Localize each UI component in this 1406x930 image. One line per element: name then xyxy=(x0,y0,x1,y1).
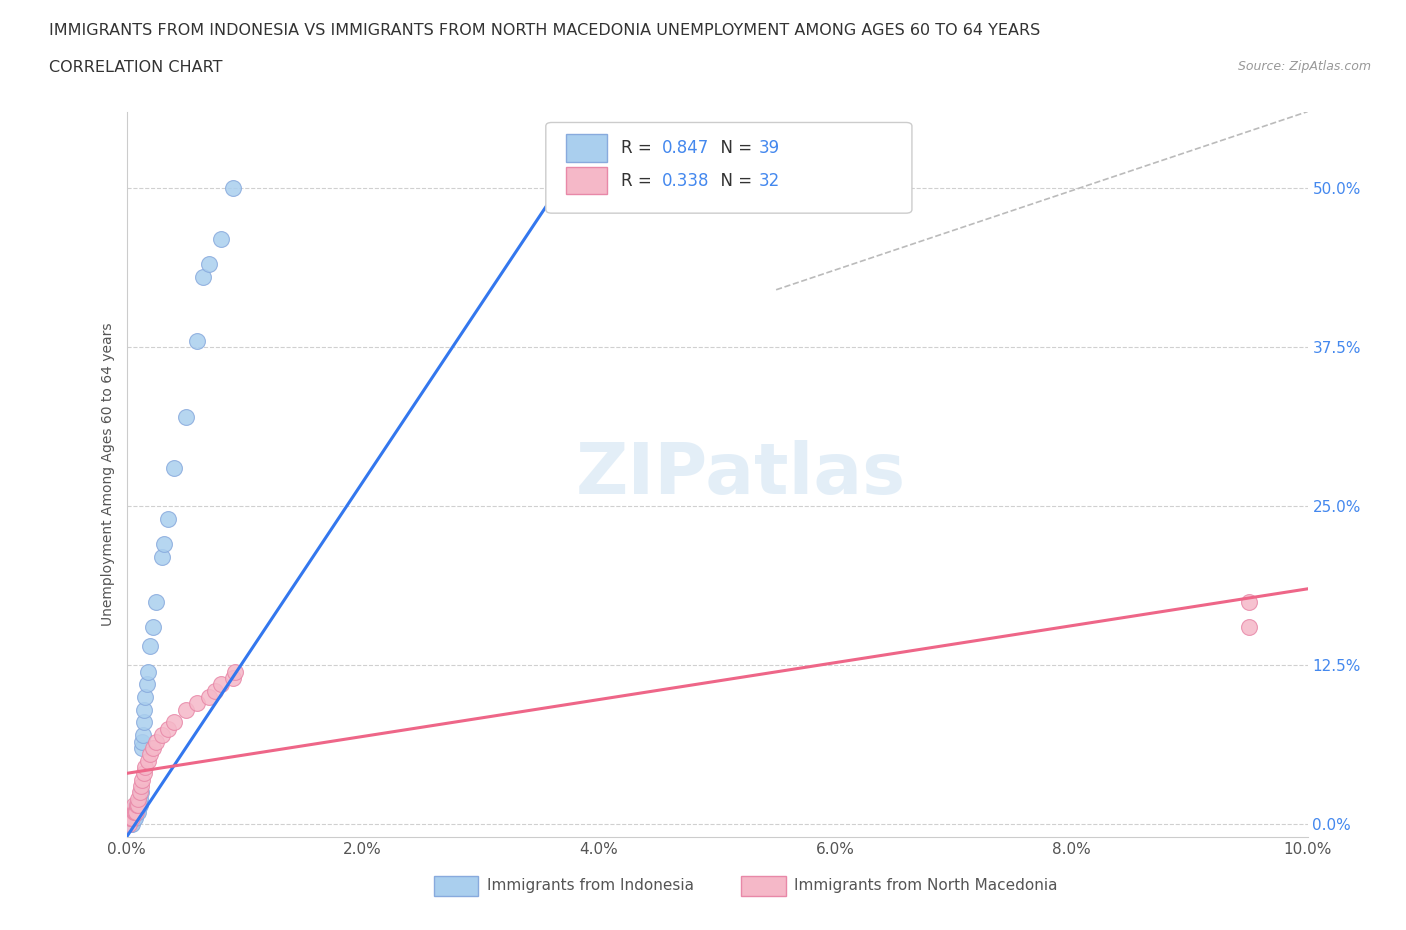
Point xyxy=(222,180,245,195)
Point xyxy=(153,537,176,551)
Point xyxy=(193,270,215,285)
Point xyxy=(135,677,157,692)
Point xyxy=(121,817,143,831)
Point xyxy=(125,798,148,813)
Point xyxy=(120,817,142,831)
Point xyxy=(150,550,173,565)
Point xyxy=(222,671,245,685)
Text: Immigrants from North Macedonia: Immigrants from North Macedonia xyxy=(794,878,1057,893)
Text: N =: N = xyxy=(710,139,758,157)
Point xyxy=(127,798,149,813)
Point xyxy=(122,798,145,813)
Point xyxy=(122,804,145,819)
Text: IMMIGRANTS FROM INDONESIA VS IMMIGRANTS FROM NORTH MACEDONIA UNEMPLOYMENT AMONG : IMMIGRANTS FROM INDONESIA VS IMMIGRANTS … xyxy=(49,23,1040,38)
Point xyxy=(127,791,149,806)
Point xyxy=(174,702,197,717)
Text: 32: 32 xyxy=(758,171,780,190)
Point xyxy=(122,810,145,825)
Point xyxy=(128,798,150,813)
Point xyxy=(125,804,148,819)
Point xyxy=(120,810,142,825)
FancyBboxPatch shape xyxy=(565,134,607,162)
Text: Immigrants from Indonesia: Immigrants from Indonesia xyxy=(486,878,693,893)
Point xyxy=(209,677,232,692)
FancyBboxPatch shape xyxy=(565,166,607,194)
Point xyxy=(224,664,246,679)
Point xyxy=(131,772,153,787)
Point xyxy=(127,798,149,813)
Point xyxy=(131,740,153,755)
Point xyxy=(127,804,149,819)
Text: Source: ZipAtlas.com: Source: ZipAtlas.com xyxy=(1237,60,1371,73)
Point xyxy=(174,409,197,424)
Point xyxy=(129,785,152,800)
Point xyxy=(121,810,143,825)
Point xyxy=(1237,619,1260,634)
Text: CORRELATION CHART: CORRELATION CHART xyxy=(49,60,222,75)
Point xyxy=(198,257,221,272)
Text: N =: N = xyxy=(710,171,758,190)
Point xyxy=(118,817,141,831)
FancyBboxPatch shape xyxy=(546,123,912,213)
Point xyxy=(163,460,186,475)
Text: 0.847: 0.847 xyxy=(662,139,709,157)
Point xyxy=(136,664,159,679)
Text: ZIPatlas: ZIPatlas xyxy=(575,440,905,509)
Point xyxy=(127,798,149,813)
Y-axis label: Unemployment Among Ages 60 to 64 years: Unemployment Among Ages 60 to 64 years xyxy=(101,323,115,626)
Point xyxy=(120,817,142,831)
Point xyxy=(139,639,162,654)
Point xyxy=(156,722,179,737)
Point xyxy=(141,740,163,755)
Point xyxy=(141,619,163,634)
Point xyxy=(209,232,232,246)
Point xyxy=(163,715,186,730)
Point xyxy=(129,778,152,793)
Text: 0.338: 0.338 xyxy=(662,171,709,190)
Point xyxy=(122,804,145,819)
Point xyxy=(198,689,221,704)
Point xyxy=(150,728,173,743)
Point xyxy=(134,760,156,775)
Point xyxy=(128,785,150,800)
Point xyxy=(128,791,150,806)
Text: R =: R = xyxy=(621,171,658,190)
Point xyxy=(145,594,167,609)
Point xyxy=(204,684,226,698)
Point xyxy=(145,734,167,749)
Point xyxy=(1237,594,1260,609)
FancyBboxPatch shape xyxy=(433,876,478,897)
Point xyxy=(120,810,142,825)
FancyBboxPatch shape xyxy=(741,876,786,897)
Text: R =: R = xyxy=(621,139,658,157)
Point xyxy=(132,728,155,743)
Point xyxy=(186,696,208,711)
Point xyxy=(134,715,156,730)
Point xyxy=(134,689,156,704)
Point xyxy=(131,734,153,749)
Point xyxy=(139,747,162,762)
Point xyxy=(125,804,148,819)
Text: 39: 39 xyxy=(758,139,779,157)
Point xyxy=(121,810,143,825)
Point xyxy=(127,804,149,819)
Point xyxy=(134,702,156,717)
Point xyxy=(136,753,159,768)
Point xyxy=(127,798,149,813)
Point xyxy=(124,804,146,819)
Point xyxy=(124,804,146,819)
Point xyxy=(118,817,141,831)
Point xyxy=(156,512,179,526)
Point xyxy=(134,766,156,781)
Point xyxy=(186,333,208,348)
Point xyxy=(124,810,146,825)
